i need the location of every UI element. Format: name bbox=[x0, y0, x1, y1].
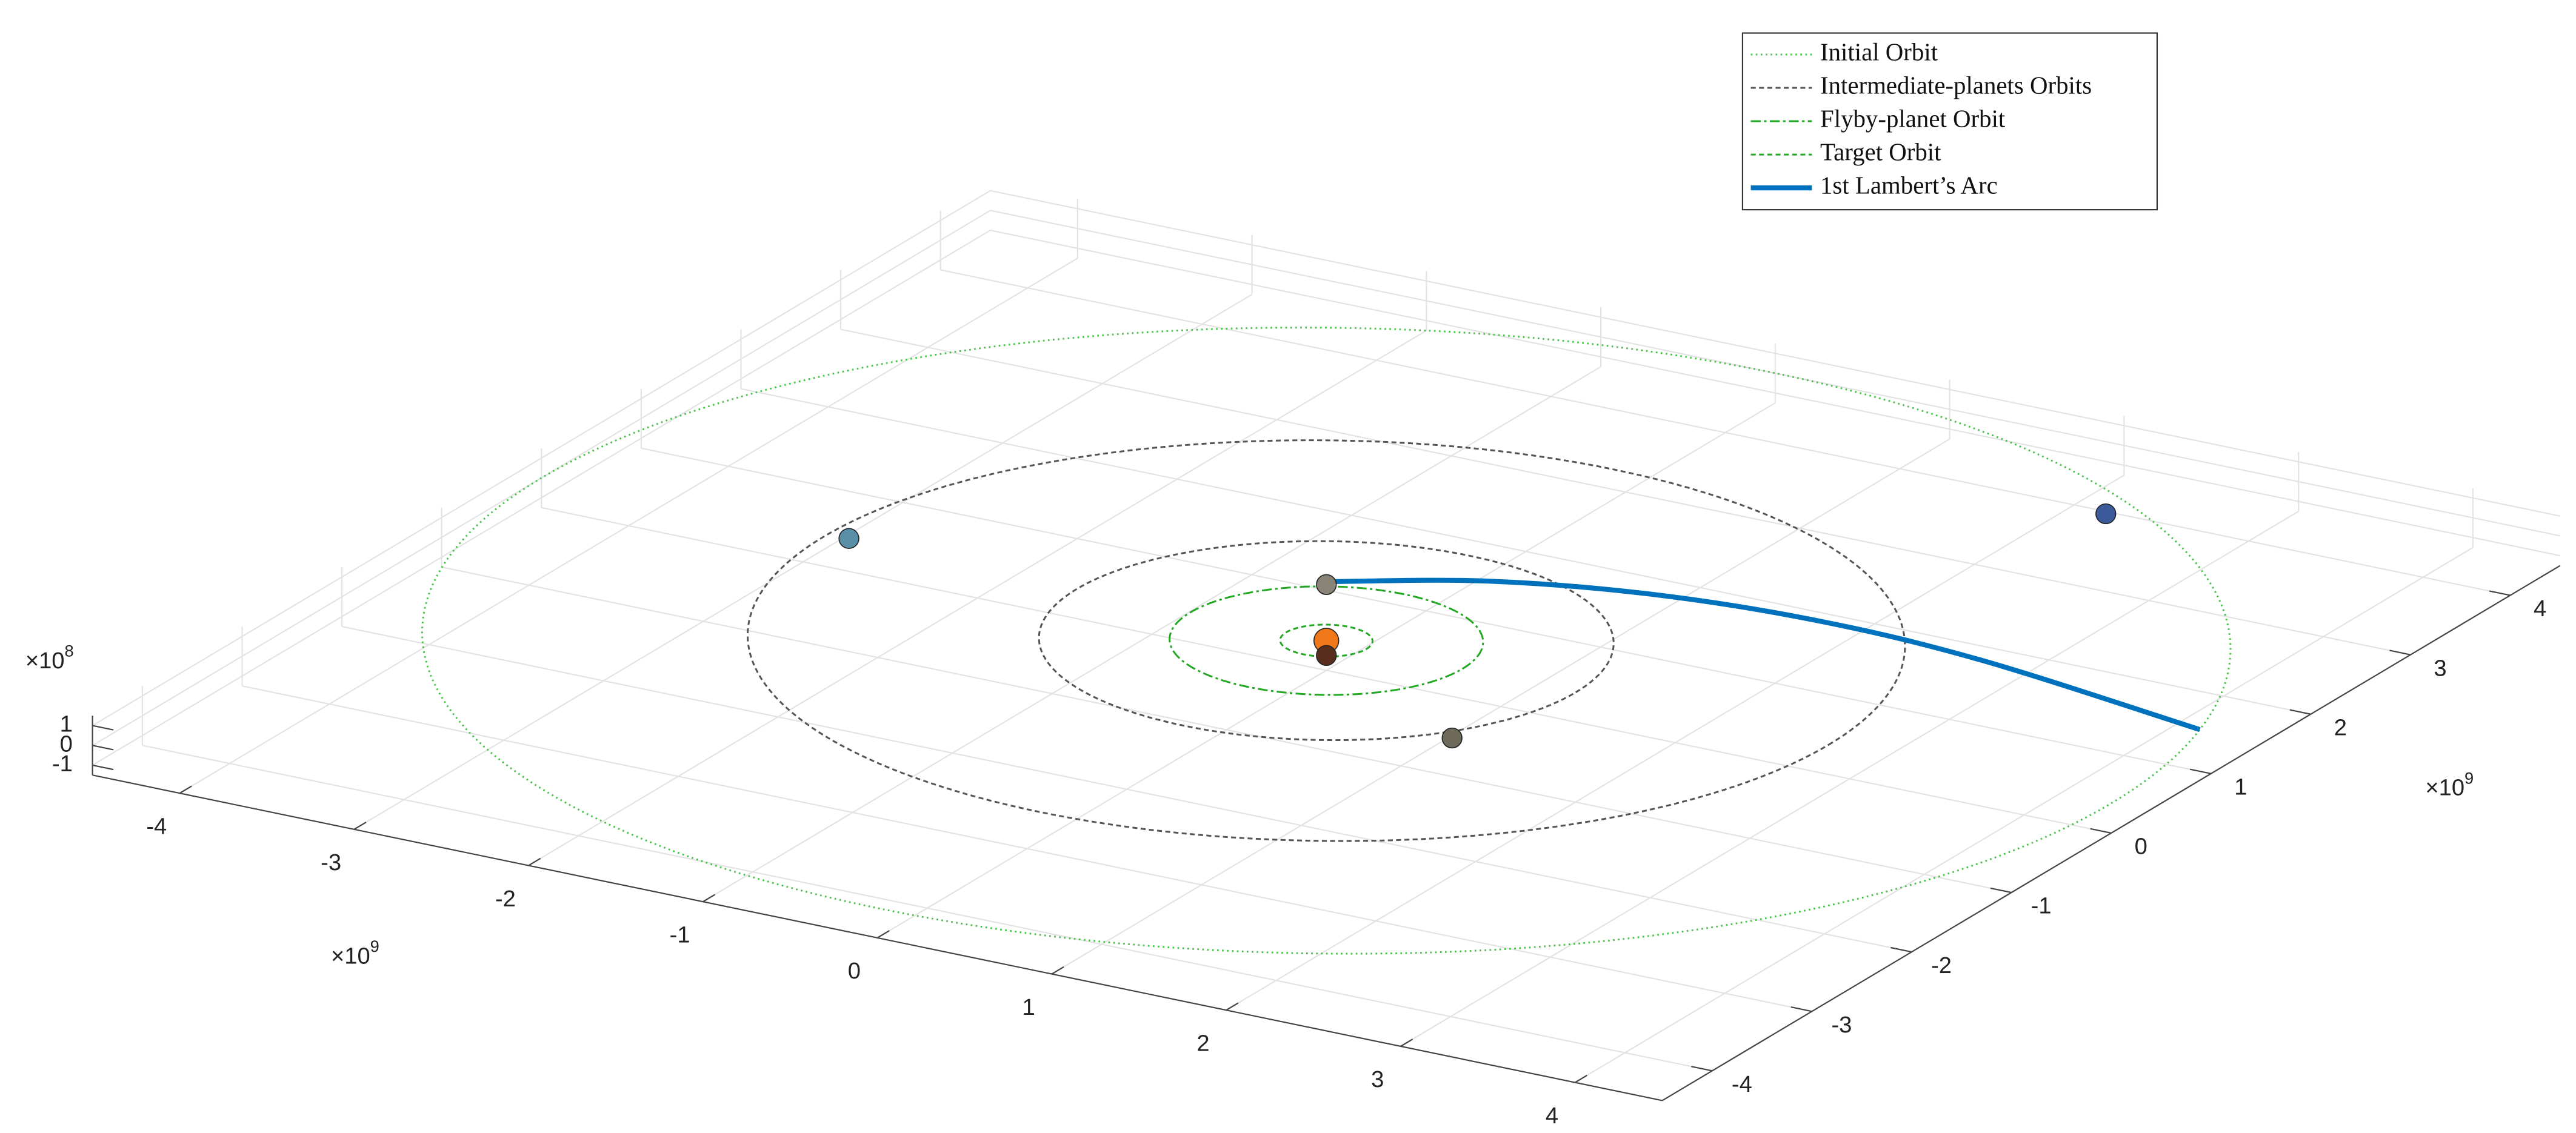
x-tick bbox=[528, 857, 541, 866]
x-exponent-power: 9 bbox=[370, 937, 379, 955]
grid-line bbox=[92, 230, 991, 766]
z-exponent-power: 8 bbox=[65, 642, 74, 660]
grid-line bbox=[541, 507, 2112, 834]
y-tick-label: -1 bbox=[2031, 893, 2052, 919]
x-tick-label: 3 bbox=[1371, 1066, 1384, 1092]
grid-line bbox=[242, 685, 1812, 1012]
y-tick bbox=[2489, 590, 2511, 596]
y-exponent-power: 9 bbox=[2464, 768, 2474, 787]
x-tick bbox=[702, 894, 716, 903]
y-tick bbox=[1990, 887, 2012, 894]
y-tick-label: -4 bbox=[1732, 1071, 1752, 1097]
plot-area bbox=[421, 327, 2232, 955]
x-tick-label: -3 bbox=[321, 849, 341, 875]
x-tick bbox=[1400, 1038, 1413, 1047]
y-tick bbox=[1691, 1066, 1713, 1072]
y-tick bbox=[2289, 709, 2311, 715]
y-tick-label: 4 bbox=[2534, 596, 2546, 622]
orbit bbox=[1169, 585, 1484, 696]
grid-line bbox=[741, 388, 2311, 715]
transfer-arc bbox=[1331, 577, 2201, 733]
y-tick-label: 1 bbox=[2234, 774, 2247, 800]
grid-line bbox=[641, 447, 2211, 774]
y-tick bbox=[2090, 828, 2112, 834]
legend-label: 1st Lambert’s Arc bbox=[1820, 172, 1998, 199]
legend-label: Initial Orbit bbox=[1820, 38, 1938, 65]
legend: Initial Orbit Intermediate-planets Orbits… bbox=[1741, 32, 2158, 211]
x-tick bbox=[876, 930, 890, 939]
x-tick bbox=[179, 785, 192, 794]
grid-line bbox=[990, 229, 2561, 557]
grid-line bbox=[92, 210, 991, 746]
grid-line bbox=[441, 566, 2012, 894]
y-exponent-base: ×10 bbox=[2425, 775, 2464, 801]
grid-line bbox=[142, 745, 1713, 1072]
x-tick-label: 4 bbox=[1546, 1103, 1558, 1129]
z-tick bbox=[92, 745, 114, 751]
body bbox=[1316, 574, 1337, 595]
orbit bbox=[1038, 540, 1615, 742]
z-exponent: ×108 bbox=[25, 642, 74, 674]
z-exponent-base: ×10 bbox=[25, 648, 65, 674]
x-tick bbox=[1051, 966, 1064, 975]
x-tick bbox=[353, 822, 367, 830]
x-tick-label: 0 bbox=[848, 958, 861, 984]
z-tick bbox=[92, 725, 114, 731]
y-axis-line bbox=[1661, 565, 2561, 1101]
legend-label: Flyby-planet Orbit bbox=[1820, 105, 2006, 132]
x-tick-label: -4 bbox=[146, 813, 167, 839]
grid-line bbox=[940, 269, 2511, 596]
x-tick bbox=[1575, 1074, 1587, 1083]
y-tick-label: 3 bbox=[2434, 655, 2446, 681]
y-exponent: ×109 bbox=[2425, 768, 2474, 800]
x-exponent-base: ×10 bbox=[331, 943, 370, 969]
body bbox=[1441, 727, 1463, 749]
y-tick bbox=[1790, 1006, 1812, 1012]
body bbox=[1316, 645, 1337, 666]
y-tick bbox=[2190, 768, 2211, 774]
body bbox=[2095, 503, 2117, 525]
z-tick bbox=[92, 764, 114, 771]
x-exponent: ×109 bbox=[331, 937, 379, 969]
y-tick-label: -2 bbox=[1931, 952, 1952, 978]
legend-label: Intermediate-planets Orbits bbox=[1820, 71, 2092, 99]
grid-line bbox=[840, 328, 2411, 656]
grid-line bbox=[990, 190, 2561, 517]
x-tick-label: 2 bbox=[1196, 1031, 1209, 1057]
x-tick-label: 1 bbox=[1023, 994, 1035, 1020]
z-tick-label: 1 bbox=[60, 711, 73, 737]
orbit bbox=[746, 439, 1906, 842]
y-tick bbox=[2389, 650, 2411, 656]
grid-line bbox=[341, 625, 1912, 953]
y-tick-label: 0 bbox=[2135, 834, 2147, 860]
z-tick-label: -1 bbox=[52, 751, 73, 777]
legend-label: Target Orbit bbox=[1820, 138, 1941, 165]
grid-line bbox=[990, 210, 2561, 537]
grid-line bbox=[92, 190, 991, 726]
x-tick-label: -1 bbox=[670, 922, 690, 948]
y-tick-label: -3 bbox=[1831, 1012, 1852, 1038]
y-tick-label: 2 bbox=[2334, 714, 2347, 740]
y-tick bbox=[1890, 946, 1912, 953]
body bbox=[838, 528, 859, 549]
x-tick-label: -2 bbox=[495, 886, 516, 912]
x-tick bbox=[1226, 1002, 1239, 1011]
z-tick-label: 0 bbox=[60, 731, 73, 757]
